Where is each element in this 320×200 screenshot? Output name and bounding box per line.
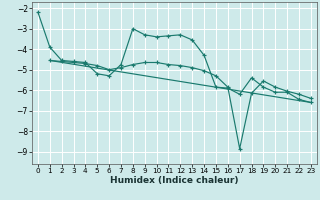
X-axis label: Humidex (Indice chaleur): Humidex (Indice chaleur) — [110, 176, 239, 185]
